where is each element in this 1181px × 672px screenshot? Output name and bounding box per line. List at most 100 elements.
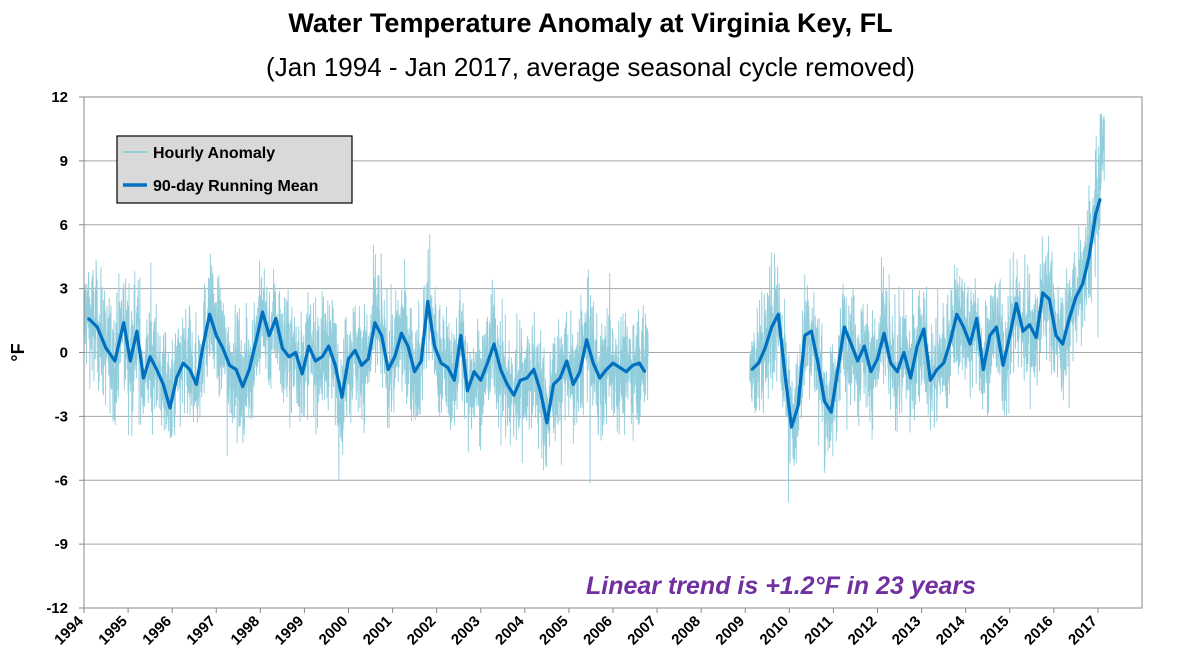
running-mean-point [148, 355, 152, 358]
running-mean-point [387, 368, 390, 371]
running-mean-point [472, 370, 476, 373]
x-tick-label: 2009 [712, 613, 748, 649]
running-mean-point [360, 364, 363, 367]
running-mean-point [287, 355, 291, 358]
running-mean-point [849, 342, 853, 346]
running-mean-point [552, 383, 555, 386]
running-mean-point [307, 344, 310, 348]
running-mean-point [572, 383, 575, 386]
running-mean-point [605, 368, 608, 371]
legend: Hourly Anomaly 90-day Running Mean [116, 135, 353, 204]
running-mean-point [433, 344, 436, 348]
running-mean-point [367, 357, 370, 361]
x-tick-label: 2005 [536, 613, 572, 649]
running-mean-point [446, 366, 449, 369]
running-mean-point [995, 325, 998, 329]
x-tick-label: 1994 [51, 612, 87, 648]
running-mean-point [327, 344, 330, 348]
y-tick-label: -9 [55, 536, 68, 553]
running-mean-point [155, 368, 158, 371]
running-mean-point [856, 359, 859, 363]
running-mean-point [1001, 364, 1005, 367]
running-mean-point [248, 368, 251, 371]
running-mean-point [413, 370, 416, 373]
running-mean-point [334, 364, 337, 367]
running-mean-point [347, 357, 350, 361]
y-tick-label: -3 [55, 408, 68, 425]
running-mean-point [453, 379, 456, 382]
running-mean-point [234, 368, 238, 371]
running-mean-point [268, 334, 271, 337]
x-tick-label: 2017 [1065, 613, 1101, 649]
running-mean-point [777, 313, 780, 316]
running-mean-point [889, 361, 892, 365]
running-mean-point [638, 361, 641, 365]
running-mean-point [459, 334, 463, 337]
y-tick-label: -12 [46, 600, 68, 617]
hourly-anomaly-line-1 [749, 113, 1105, 503]
running-mean-point [195, 383, 198, 386]
running-mean-point [525, 376, 529, 380]
running-mean-point [631, 364, 634, 367]
running-mean-point [373, 321, 377, 324]
running-mean-point [909, 376, 912, 380]
running-mean-point [353, 349, 357, 352]
running-mean-point [182, 361, 185, 365]
running-mean-point [578, 370, 582, 373]
y-tick-label: 0 [60, 345, 68, 362]
running-mean-point [168, 406, 172, 410]
running-mean-point [340, 396, 344, 399]
running-mean-point [201, 344, 205, 348]
running-mean-point [188, 368, 191, 371]
x-tick-label: 2006 [580, 613, 616, 649]
running-mean-point [129, 359, 132, 363]
x-tick-label: 2014 [933, 612, 969, 648]
x-tick-label: 2012 [845, 613, 881, 649]
running-mean-point [113, 359, 117, 363]
running-mean-point [1021, 330, 1025, 333]
running-mean-point [215, 334, 218, 337]
hourly-anomaly-line-0 [83, 233, 649, 484]
running-mean-point [1015, 302, 1018, 305]
running-mean-point [783, 372, 787, 375]
running-mean-point [492, 342, 496, 346]
running-mean-point [935, 368, 939, 371]
running-mean-point [1098, 198, 1102, 201]
y-tick-label: -6 [55, 472, 68, 489]
running-mean-point [400, 332, 403, 335]
running-mean-point [592, 361, 595, 365]
x-tick-label: 2002 [404, 613, 440, 649]
running-mean-point [426, 300, 429, 303]
running-mean-point [1041, 291, 1045, 295]
running-mean-point [506, 383, 509, 386]
x-tick-label: 2010 [757, 613, 793, 649]
running-mean-point [466, 389, 469, 392]
x-tick-label: 2000 [316, 613, 352, 649]
running-mean-point [87, 317, 90, 320]
running-mean-point [1035, 336, 1038, 339]
running-mean-point [598, 376, 601, 380]
running-mean-point [975, 317, 978, 320]
running-mean-point [96, 325, 99, 329]
running-mean-point [988, 334, 992, 337]
running-mean-point [611, 361, 615, 365]
running-mean-point [261, 310, 264, 314]
running-mean-point [281, 347, 284, 350]
running-mean-point [1094, 212, 1097, 216]
running-mean-point [380, 334, 383, 337]
running-mean-point [142, 376, 145, 380]
chart-subtitle: (Jan 1994 - Jan 2017, average seasonal c… [266, 52, 915, 82]
legend-hourly-label: Hourly Anomaly [153, 145, 275, 162]
running-mean-point [929, 379, 932, 382]
running-mean-point [830, 410, 833, 414]
running-mean-point [949, 340, 952, 344]
chart-title: Water Temperature Anomaly at Virginia Ke… [288, 8, 893, 38]
running-mean-point [314, 359, 317, 363]
running-mean-point [254, 340, 258, 344]
x-tick-label: 2004 [492, 612, 528, 648]
running-mean-point [882, 332, 886, 335]
running-mean-point [104, 347, 108, 350]
x-tick-label: 1997 [183, 613, 219, 649]
running-mean-point [962, 325, 965, 329]
y-tick-label: 3 [60, 281, 68, 298]
